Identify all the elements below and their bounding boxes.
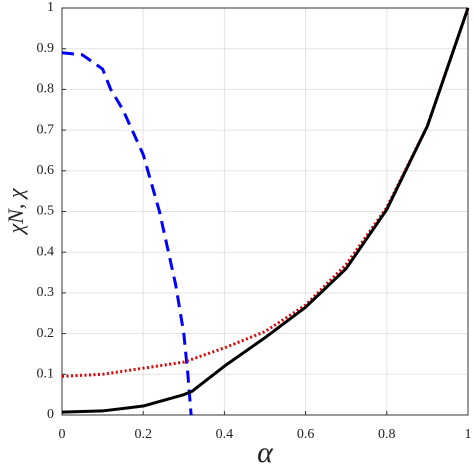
y-tick-label: 0.4 (37, 244, 55, 259)
x-tick-label: 0.4 (216, 427, 234, 442)
line-series (61, 51, 193, 416)
y-tick-label: 0.5 (37, 204, 55, 219)
y-tick-label: 1 (47, 0, 54, 15)
y-tick-label: 0.3 (37, 285, 55, 300)
y-tick-label: 0 (47, 407, 54, 422)
x-tick-label: 0 (59, 427, 66, 442)
y-tick-label: 0.9 (37, 41, 55, 56)
x-tick-label: 0.6 (297, 427, 315, 442)
plot-frame (61, 7, 469, 416)
y-tick-label: 0.8 (37, 82, 55, 97)
y-tick-label: 0.6 (37, 163, 55, 178)
y-tick-label: 0.2 (37, 326, 55, 341)
x-tick-label: 1 (465, 427, 472, 442)
x-axis-label: α (257, 436, 274, 469)
y-tick-label: 0.1 (37, 367, 55, 382)
x-tick-label: 0.8 (378, 427, 396, 442)
y-tick-label: 0.7 (37, 122, 55, 137)
line-series (61, 7, 470, 378)
y-axis-label: χN, χ (3, 187, 28, 235)
x-tick-label: 0.2 (134, 427, 152, 442)
line-series (61, 7, 470, 414)
